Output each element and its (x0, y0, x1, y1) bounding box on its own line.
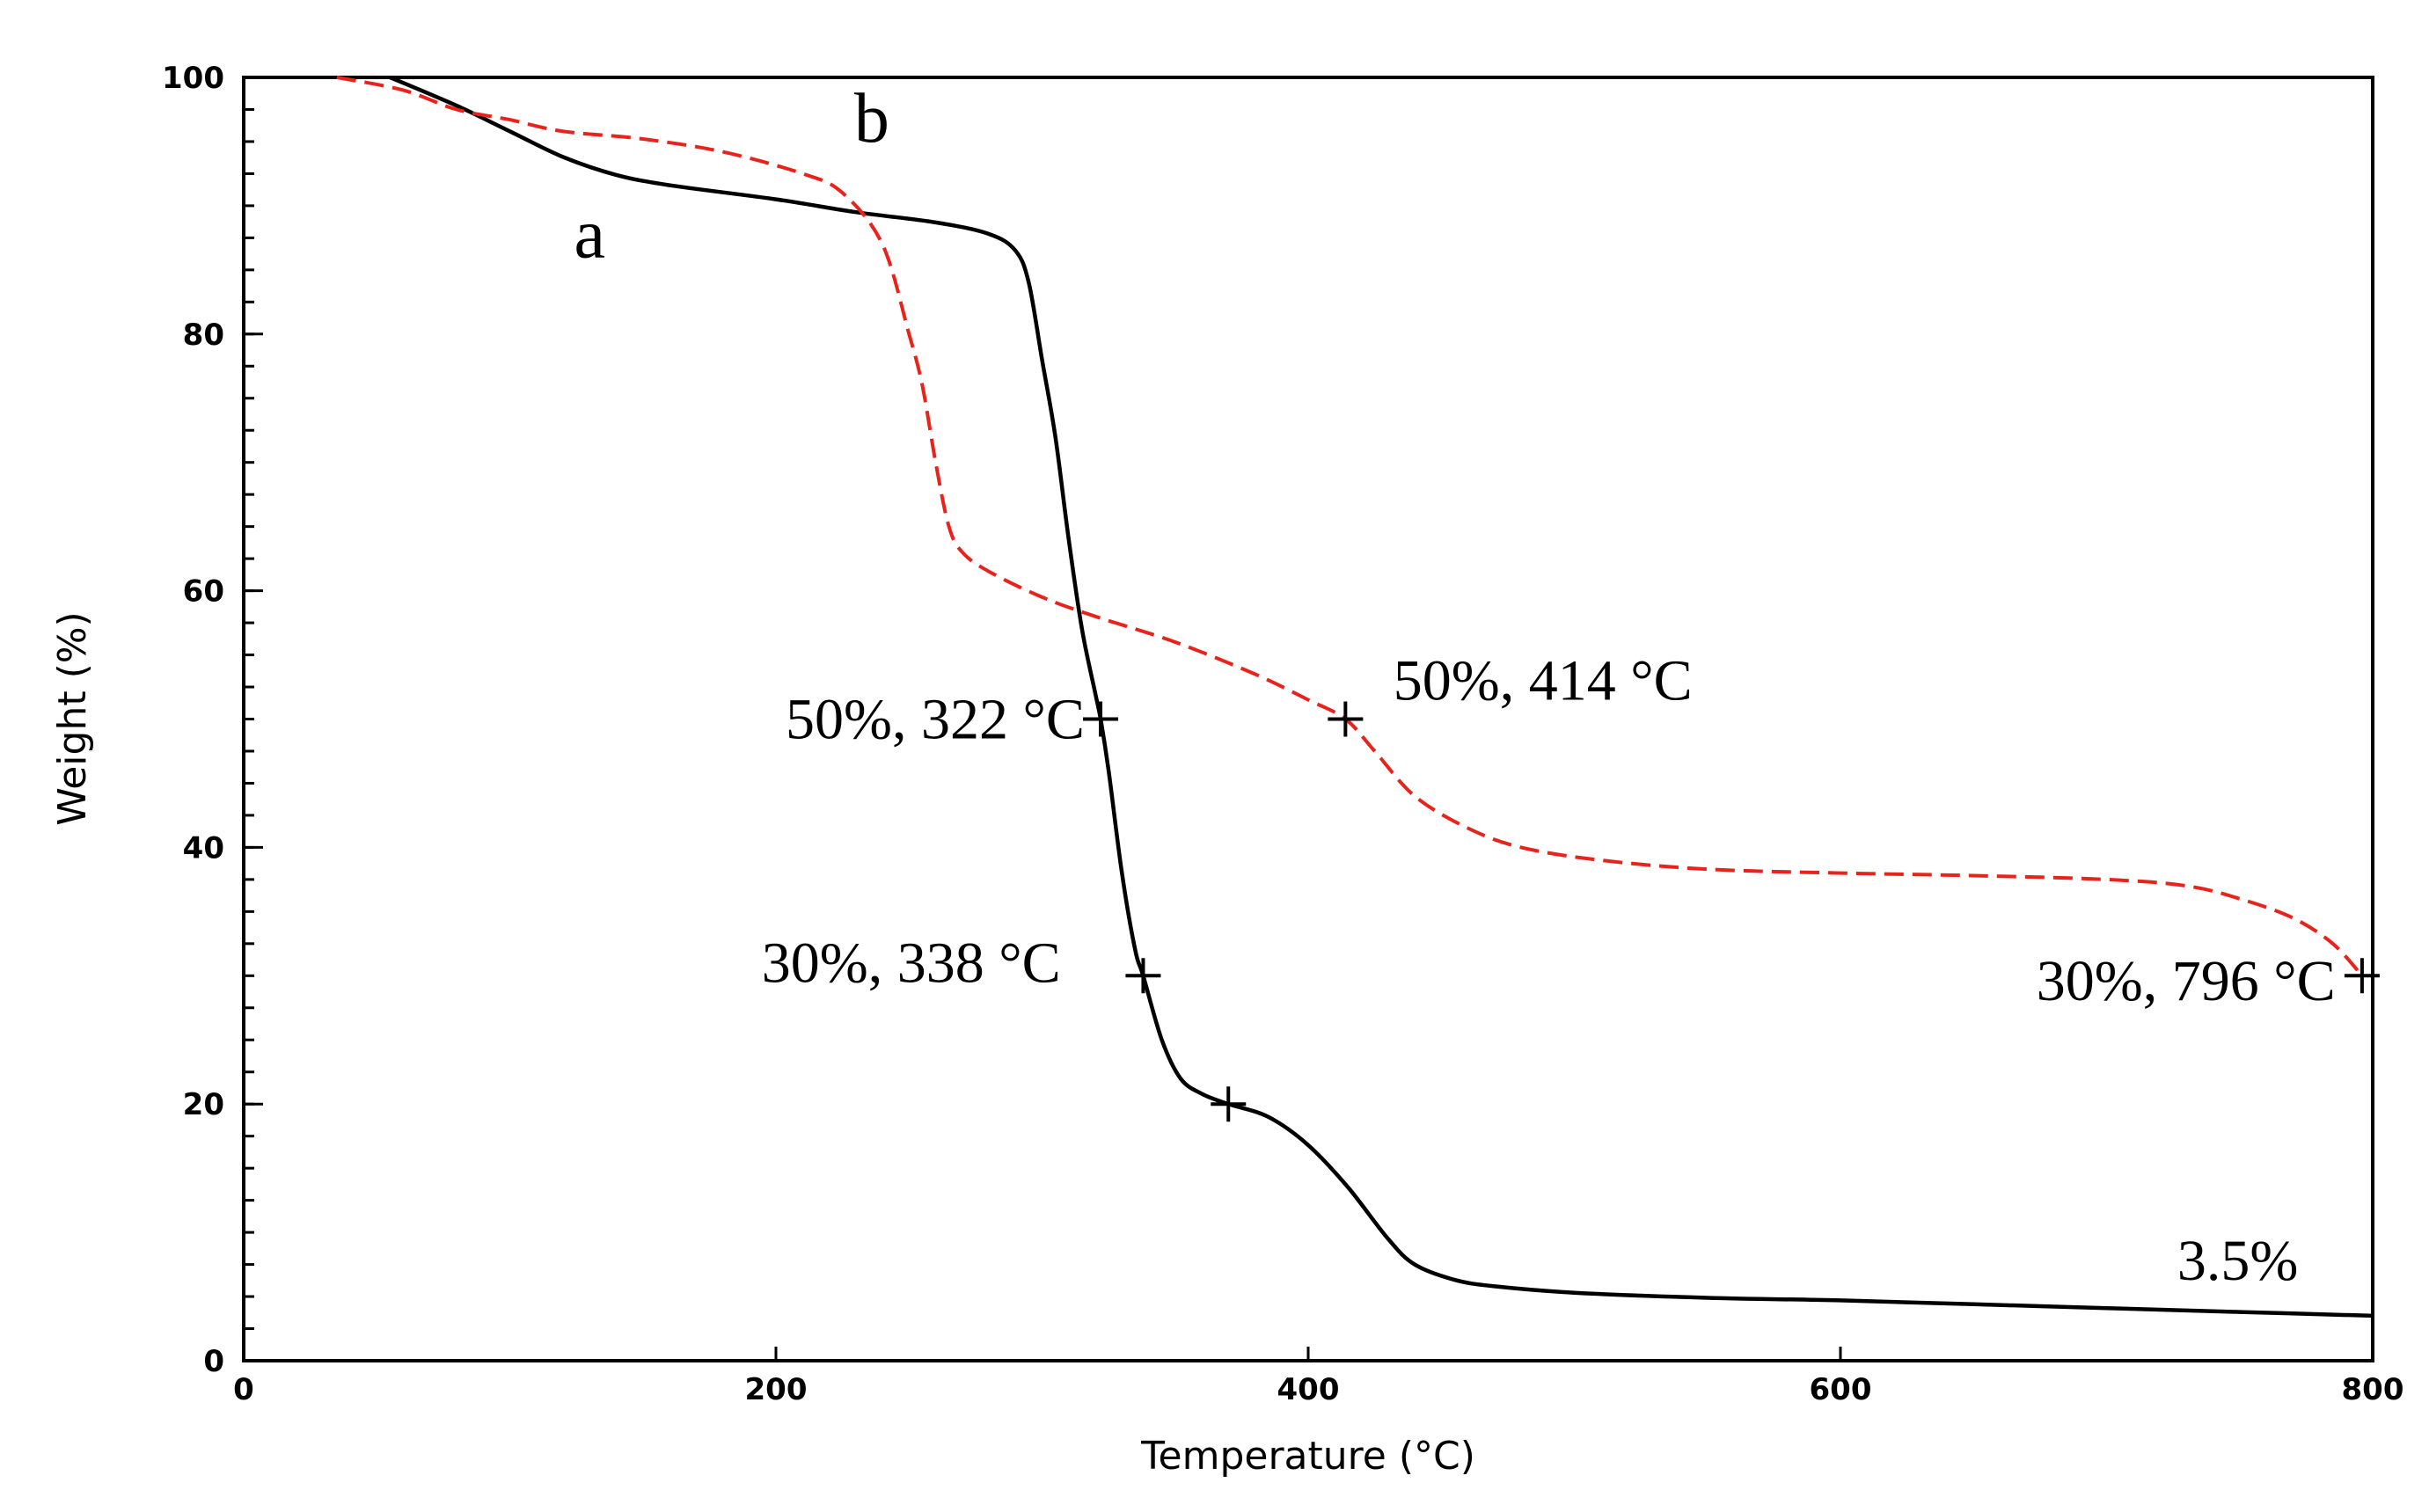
series-a-label: a (574, 195, 605, 273)
y-tick-label: 20 (183, 1087, 224, 1122)
y-tick-label: 80 (183, 318, 224, 353)
series-layer: ab (336, 75, 2374, 1318)
x-tick-label: 800 (2342, 1372, 2404, 1407)
annotation: 30%, 796 °C (2037, 949, 2336, 1013)
marker-layer (1083, 701, 2380, 1122)
marker-b-414 (1328, 701, 1364, 737)
y-tick-label: 0 (203, 1344, 224, 1379)
x-tick-label: 0 (233, 1372, 254, 1407)
series-a-line (389, 75, 2374, 1318)
plot-area (242, 76, 2374, 1362)
annotation: 50%, 414 °C (1394, 649, 1693, 713)
marker-a-370 (1211, 1086, 1247, 1122)
marker-a-322 (1083, 701, 1119, 737)
annotation-layer: 50%, 322 °C 30%, 338 °C 50%, 414 °C 30%, 79… (762, 649, 2336, 1293)
annotation: 50%, 322 °C (786, 688, 1085, 752)
x-axis-label: Temperature (°C) (1140, 1434, 1475, 1479)
annotation: 3.5% (2177, 1229, 2298, 1293)
y-tick-label: 60 (183, 574, 224, 610)
x-tick-label: 600 (1810, 1372, 1872, 1407)
y-tick-label: 40 (183, 830, 224, 866)
series-b-label: b (854, 80, 889, 157)
y-axis-label: Weight (%) (50, 611, 95, 825)
x-axis-ticks: 0 200 400 600 800 (233, 1347, 2403, 1407)
marker-a-338 (1125, 958, 1161, 994)
x-tick-label: 400 (1277, 1372, 1340, 1407)
annotation: 30%, 338 °C (762, 931, 1061, 996)
x-tick-label: 200 (745, 1372, 808, 1407)
marker-b-796 (2344, 958, 2380, 994)
y-minor-ticks (244, 76, 254, 1362)
y-axis-ticks: 0 20 40 60 80 100 (162, 61, 263, 1379)
series-b-line (336, 76, 2364, 977)
y-tick-label: 100 (162, 61, 224, 96)
